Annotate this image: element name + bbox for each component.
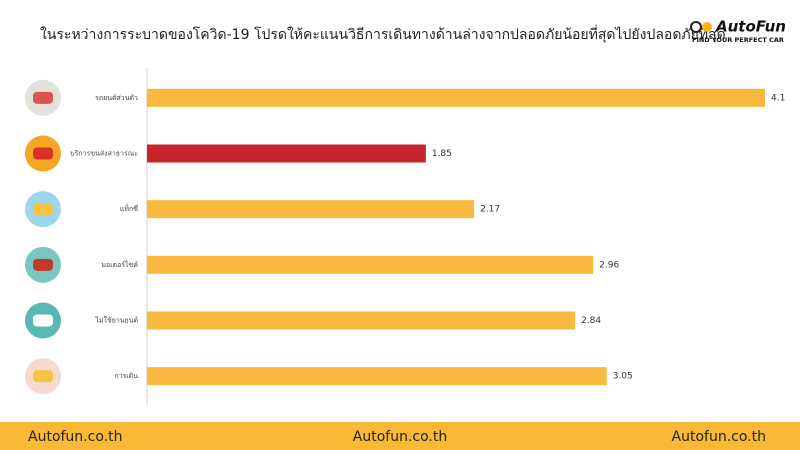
data-label: 2.96 [599,260,619,270]
chart-title: ในระหว่างการระบาดของโควิด-19 โปรดให้คะแน… [40,25,726,43]
footer-text: Autofun.co.th [672,429,766,445]
bar [147,367,607,386]
y-tick-label: มอเตอร์ไซค์ [101,260,138,269]
logo-icon [690,21,702,33]
footer-text: Autofun.co.th [28,429,122,445]
y-tick-label: บริการขนส่งสาธารณะ [70,150,138,158]
category-icon [33,314,53,327]
category-icon [33,147,53,160]
y-tick-label: ไม่ใช้ยานยนต์ [94,316,138,325]
bar [147,311,576,330]
data-label: 1.85 [432,149,452,159]
footer-band [0,422,800,450]
logo-icon [702,22,712,32]
logo-name: AutoFun [715,18,786,36]
y-tick-label: รถยนต์ส่วนตัว [95,94,138,102]
data-label: 2.84 [581,316,601,326]
category-icon [33,370,53,383]
category-icon [33,203,53,216]
bar [147,200,475,219]
bar [147,255,594,274]
category-icon [33,91,53,104]
data-label: 2.17 [480,205,500,215]
y-tick-label: การเดิน [114,372,138,380]
footer-text: Autofun.co.th [353,429,447,445]
logo-tagline: FIND YOUR PERFECT CAR [692,36,784,44]
bar [147,88,765,107]
y-tick-label: แท็กซี่ [120,204,138,213]
bar [147,144,426,163]
data-label: 3.05 [613,372,633,382]
category-icon [33,258,53,271]
logo: AutoFun FIND YOUR PERFECT CAR [690,18,786,44]
data-label: 4.1 [771,93,785,103]
